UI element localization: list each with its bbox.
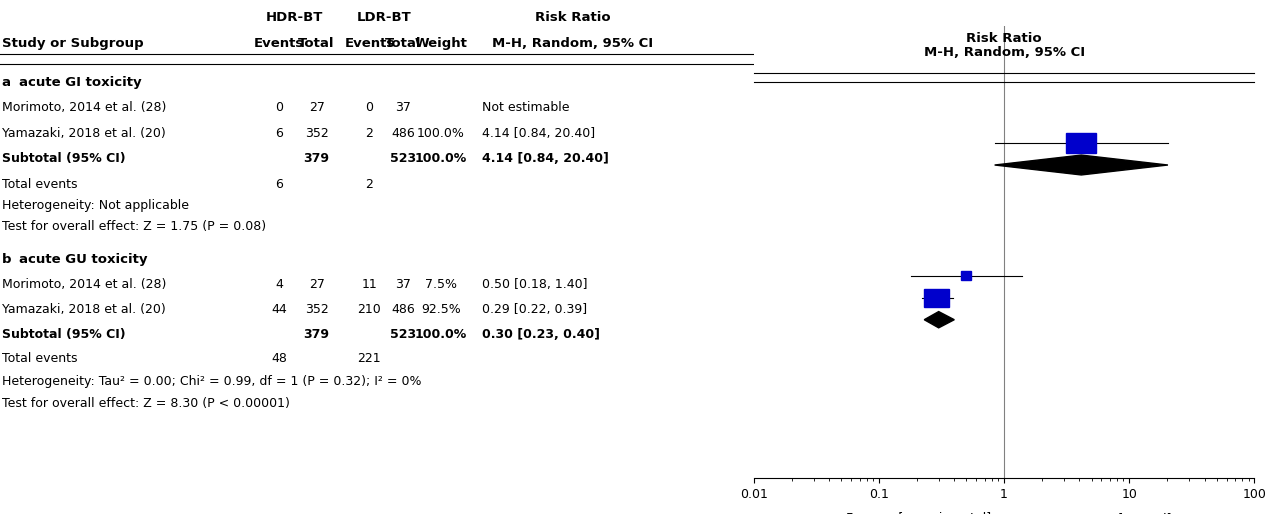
Text: Total: Total	[385, 37, 422, 50]
Text: Yamazaki, 2018 et al. (20): Yamazaki, 2018 et al. (20)	[1, 127, 165, 140]
Text: acute GI toxicity: acute GI toxicity	[19, 76, 142, 89]
Text: 2: 2	[365, 177, 374, 191]
Text: 44: 44	[271, 303, 286, 317]
Text: HDR-BT: HDR-BT	[265, 11, 323, 25]
Text: 6: 6	[275, 127, 283, 140]
Text: Risk Ratio: Risk Ratio	[535, 11, 611, 25]
Text: Favours [experimental]: Favours [experimental]	[846, 512, 992, 514]
Text: b: b	[1, 253, 11, 266]
Text: 100.0%: 100.0%	[414, 152, 468, 165]
Text: 2: 2	[365, 127, 374, 140]
Text: 352: 352	[305, 303, 328, 317]
Text: Events: Events	[253, 37, 304, 50]
Text: 6: 6	[275, 177, 283, 191]
Text: 0: 0	[365, 101, 374, 115]
Text: 48: 48	[271, 352, 286, 365]
Text: M-H, Random, 95% CI: M-H, Random, 95% CI	[924, 46, 1085, 59]
Text: 7.5%: 7.5%	[424, 278, 457, 291]
Text: Total events: Total events	[1, 352, 77, 365]
Text: 0: 0	[275, 101, 283, 115]
Text: 210: 210	[357, 303, 381, 317]
Text: 486: 486	[392, 127, 416, 140]
Text: Total events: Total events	[1, 177, 77, 191]
Text: 221: 221	[357, 352, 381, 365]
Text: Subtotal (95% CI): Subtotal (95% CI)	[1, 152, 125, 165]
Text: 0.50 [0.18, 1.40]: 0.50 [0.18, 1.40]	[483, 278, 588, 291]
Text: Heterogeneity: Not applicable: Heterogeneity: Not applicable	[1, 199, 189, 212]
Text: 523: 523	[390, 327, 417, 341]
Text: Study or Subgroup: Study or Subgroup	[1, 37, 143, 50]
Text: 11: 11	[361, 278, 378, 291]
Bar	[1067, 133, 1096, 153]
Text: Heterogeneity: Tau² = 0.00; Chi² = 0.99, df = 1 (P = 0.32); I² = 0%: Heterogeneity: Tau² = 0.00; Chi² = 0.99,…	[1, 375, 421, 388]
Text: 37: 37	[395, 278, 412, 291]
Text: 523: 523	[390, 152, 417, 165]
Polygon shape	[924, 311, 954, 328]
Text: 92.5%: 92.5%	[421, 303, 461, 317]
Bar	[962, 271, 972, 280]
Text: M-H, Random, 95% CI: M-H, Random, 95% CI	[493, 37, 654, 50]
Text: 37: 37	[395, 101, 412, 115]
Text: a: a	[1, 76, 10, 89]
Text: Favours [control]: Favours [control]	[1067, 512, 1172, 514]
Text: Risk Ratio: Risk Ratio	[967, 32, 1041, 45]
Text: LDR-BT: LDR-BT	[357, 11, 412, 25]
Text: 27: 27	[309, 278, 324, 291]
Text: Weight: Weight	[414, 37, 468, 50]
Text: Total: Total	[298, 37, 334, 50]
Bar	[925, 289, 949, 307]
Polygon shape	[995, 155, 1168, 175]
Text: 379: 379	[304, 327, 329, 341]
Text: Subtotal (95% CI): Subtotal (95% CI)	[1, 327, 125, 341]
Text: 379: 379	[304, 152, 329, 165]
Text: 100.0%: 100.0%	[417, 127, 465, 140]
Text: Not estimable: Not estimable	[483, 101, 570, 115]
Text: 0.29 [0.22, 0.39]: 0.29 [0.22, 0.39]	[483, 303, 588, 317]
Text: 4: 4	[275, 278, 283, 291]
Text: Test for overall effect: Z = 1.75 (P = 0.08): Test for overall effect: Z = 1.75 (P = 0…	[1, 219, 266, 233]
Text: 4.14 [0.84, 20.40]: 4.14 [0.84, 20.40]	[483, 152, 609, 165]
Text: Test for overall effect: Z = 8.30 (P < 0.00001): Test for overall effect: Z = 8.30 (P < 0…	[1, 397, 289, 410]
Text: 100.0%: 100.0%	[414, 327, 468, 341]
Text: Morimoto, 2014 et al. (28): Morimoto, 2014 et al. (28)	[1, 101, 166, 115]
Text: acute GU toxicity: acute GU toxicity	[19, 253, 147, 266]
Text: Yamazaki, 2018 et al. (20): Yamazaki, 2018 et al. (20)	[1, 303, 165, 317]
Text: 4.14 [0.84, 20.40]: 4.14 [0.84, 20.40]	[483, 127, 595, 140]
Text: 27: 27	[309, 101, 324, 115]
Text: Morimoto, 2014 et al. (28): Morimoto, 2014 et al. (28)	[1, 278, 166, 291]
Text: Events: Events	[345, 37, 394, 50]
Text: 0.30 [0.23, 0.40]: 0.30 [0.23, 0.40]	[483, 327, 601, 341]
Text: 352: 352	[305, 127, 328, 140]
Text: 486: 486	[392, 303, 416, 317]
